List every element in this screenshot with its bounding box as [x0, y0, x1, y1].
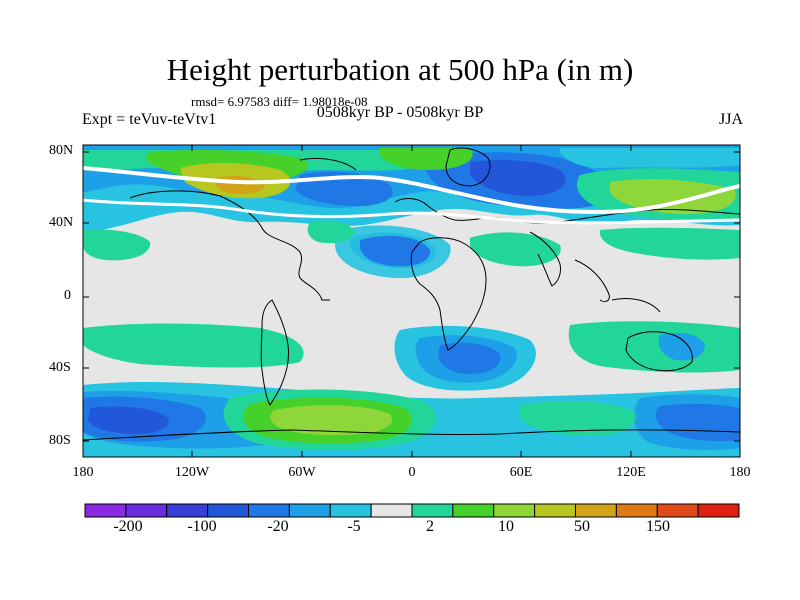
colorbar-label: 50 — [574, 518, 590, 535]
arctic-cyan-strip — [560, 148, 740, 168]
siberia-yellowgreen — [610, 179, 736, 215]
plot-title: Height perturbation at 500 hPa (in m) — [166, 52, 634, 87]
colorbar-label: -20 — [267, 518, 289, 535]
lat-label-80n: 80N — [49, 143, 74, 158]
isoline — [83, 166, 740, 214]
colorbar-swatch — [84, 503, 127, 518]
colorbar-label: 2 — [426, 518, 434, 535]
lon-label-180e: 180 — [729, 465, 751, 480]
colorbar-swatch — [207, 503, 249, 518]
colorbar-label: 10 — [498, 518, 514, 535]
lat-label-0: 0 — [64, 288, 71, 303]
lon-label-60e: 60E — [509, 465, 533, 480]
southern-blue-e — [655, 403, 740, 442]
indian-mint — [568, 321, 740, 373]
arctic-darkblue — [470, 160, 566, 196]
colorbar-swatch — [452, 503, 495, 518]
experiment-label: Expt = teVuv-teVtv1 — [82, 111, 217, 128]
lat-label-40s: 40S — [49, 360, 71, 375]
asia-mint-patch — [470, 232, 561, 267]
colorbar-swatch — [248, 503, 290, 518]
tick-marks — [83, 145, 740, 457]
colorbar-swatch — [615, 503, 658, 518]
lon-label-120e: 120E — [616, 465, 646, 480]
colorbar-swatch — [288, 503, 331, 518]
colorbar-swatch — [656, 503, 699, 518]
colorbar-swatch — [125, 503, 168, 518]
colorbar-swatch — [329, 503, 372, 518]
colorbar-label: -100 — [187, 518, 217, 535]
atlantic-blue-core — [360, 235, 431, 267]
colorbar-swatch — [411, 503, 454, 518]
colorbar-swatch — [534, 503, 576, 518]
southern-darkblue-w — [88, 406, 169, 434]
lat-label-40n: 40N — [49, 215, 74, 230]
colorbar — [84, 503, 740, 518]
isoline — [83, 198, 740, 225]
southern-mint-e — [520, 400, 636, 436]
pacific-mint-ne — [599, 227, 740, 260]
colorbar-label: 150 — [646, 518, 670, 535]
colorbar-swatch — [166, 503, 209, 518]
stats-text: rmsd= 6.97583 diff= 1.98018e-08 — [191, 94, 368, 109]
lon-label-120w: 120W — [174, 465, 210, 480]
lon-label-60w: 60W — [288, 465, 316, 480]
season-label: JJA — [718, 111, 743, 128]
colorbar-label: -200 — [113, 518, 143, 535]
lat-label-80s: 80S — [49, 433, 71, 448]
lon-label-180w: 180 — [72, 465, 94, 480]
lon-label-0: 0 — [408, 465, 416, 480]
colorbar-swatch — [493, 503, 536, 518]
pacific-mint-nw — [83, 229, 151, 261]
na-mint-patch — [307, 220, 355, 244]
pacific-sw-mint — [83, 323, 304, 368]
africa-blue — [438, 342, 501, 374]
colorbar-label: -5 — [347, 518, 361, 535]
colorbar-swatch — [575, 503, 617, 518]
colorbar-swatch — [370, 503, 413, 518]
southern-yellowgreen-center — [270, 405, 393, 436]
australia-lightblue — [658, 332, 705, 361]
coastlines — [83, 147, 740, 441]
colorbar-swatch — [697, 503, 740, 518]
period-text: 0508kyr BP - 0508kyr BP — [316, 104, 484, 121]
